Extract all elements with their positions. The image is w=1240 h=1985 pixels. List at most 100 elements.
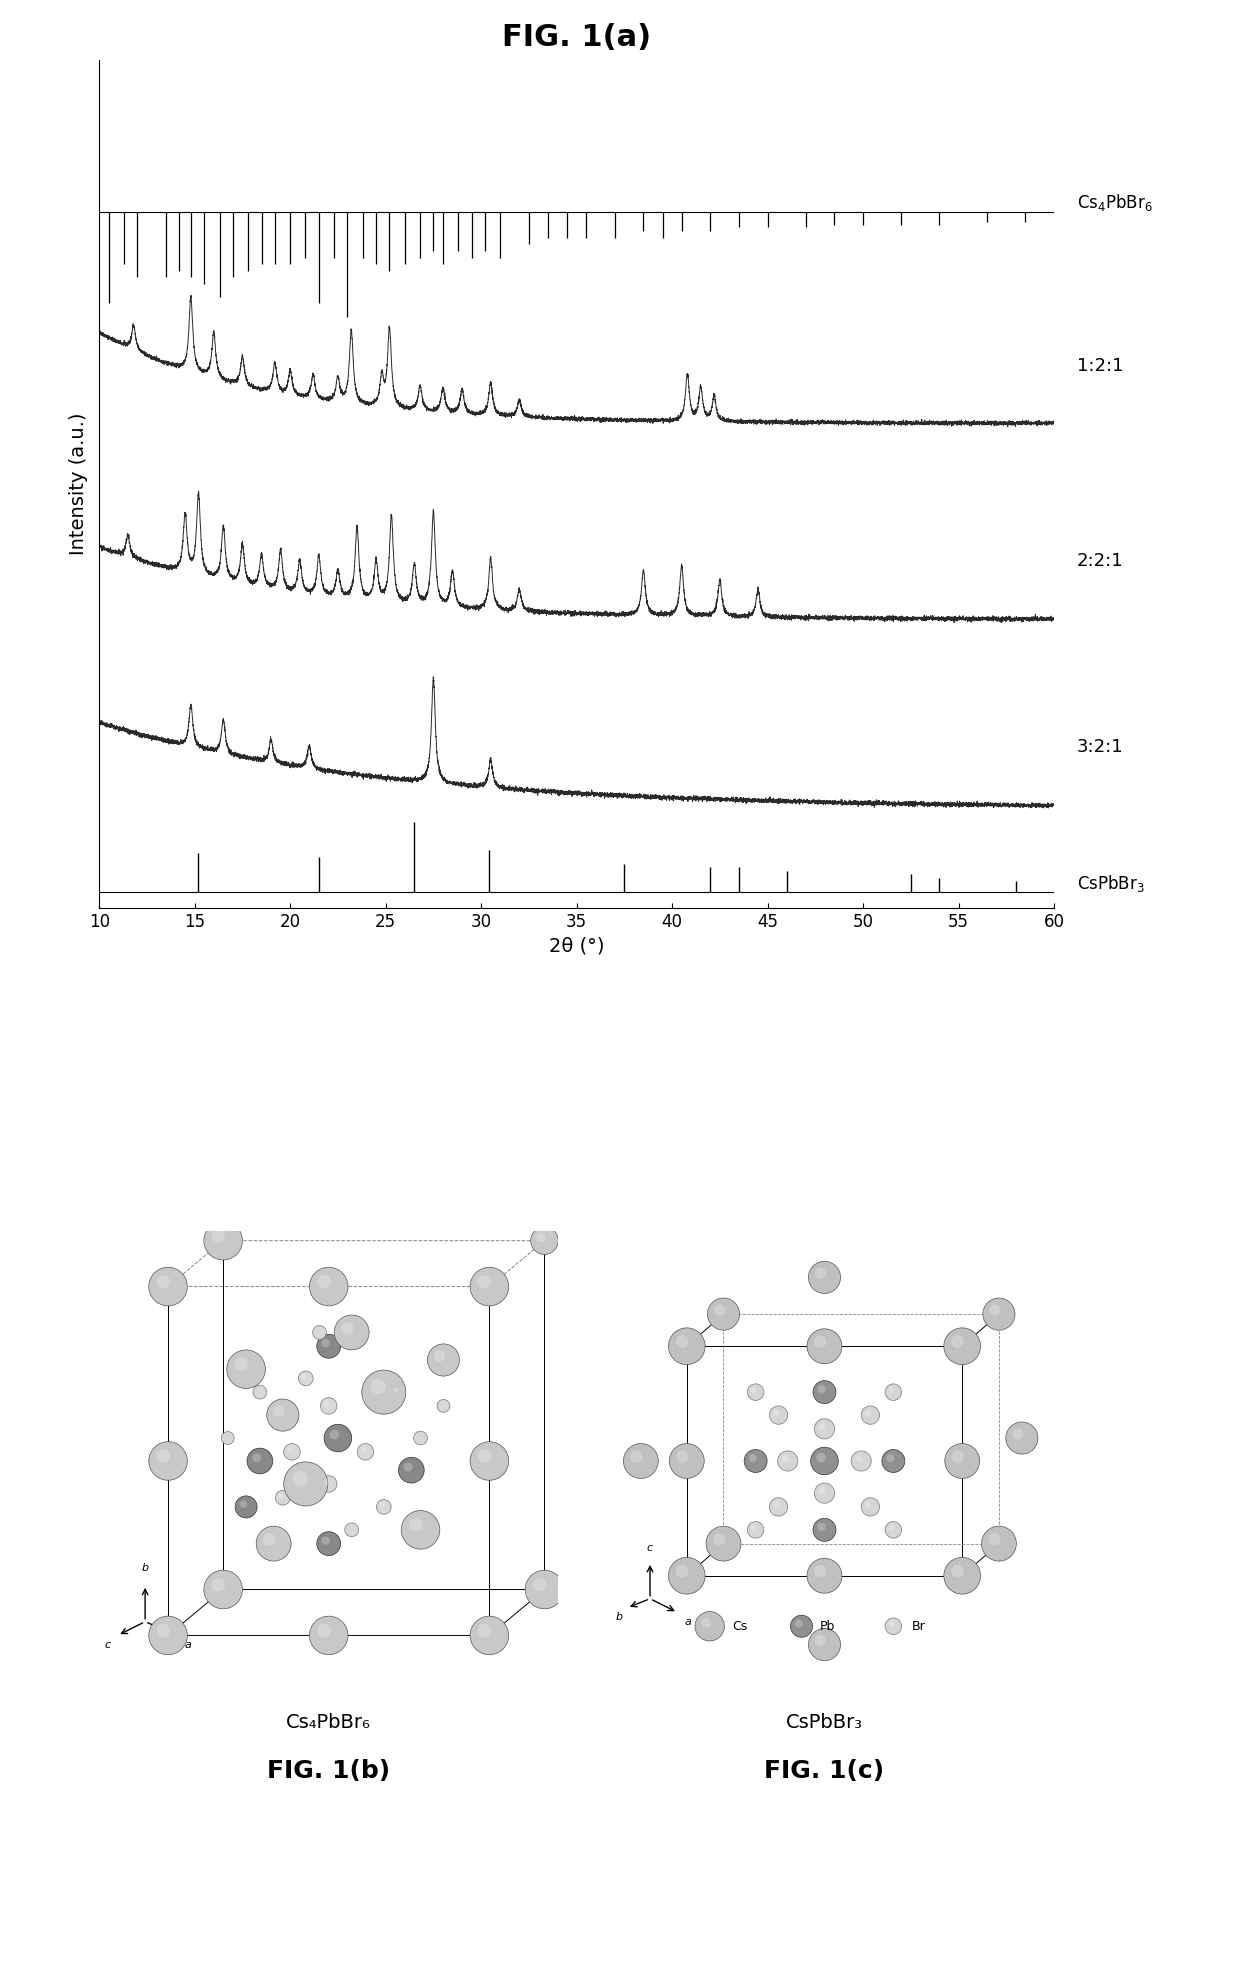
Text: b: b [615, 1612, 622, 1622]
Text: Cs$_4$PbBr$_6$: Cs$_4$PbBr$_6$ [1076, 193, 1153, 214]
Circle shape [253, 1386, 267, 1399]
Circle shape [944, 1328, 981, 1364]
Circle shape [284, 1443, 300, 1461]
Circle shape [404, 1463, 413, 1471]
Circle shape [247, 1449, 273, 1473]
Circle shape [708, 1298, 739, 1330]
Circle shape [310, 1266, 348, 1306]
Circle shape [624, 1443, 658, 1479]
Circle shape [888, 1524, 894, 1530]
Y-axis label: Intensity (a.u.): Intensity (a.u.) [69, 413, 88, 556]
Circle shape [312, 1326, 326, 1340]
Circle shape [750, 1524, 756, 1530]
Circle shape [813, 1519, 836, 1540]
Circle shape [371, 1380, 386, 1393]
Circle shape [252, 1453, 262, 1463]
Circle shape [864, 1501, 872, 1509]
Circle shape [436, 1399, 450, 1413]
Circle shape [284, 1461, 327, 1507]
Circle shape [676, 1336, 688, 1348]
Circle shape [808, 1628, 841, 1661]
Circle shape [951, 1336, 963, 1348]
Circle shape [409, 1519, 423, 1532]
Circle shape [320, 1475, 337, 1493]
Circle shape [316, 1532, 341, 1556]
Circle shape [330, 1429, 340, 1439]
Circle shape [815, 1636, 826, 1646]
Circle shape [815, 1419, 835, 1439]
Text: 1:2:1: 1:2:1 [1076, 357, 1123, 375]
Circle shape [321, 1340, 330, 1348]
Text: a: a [184, 1640, 191, 1650]
Circle shape [531, 1227, 558, 1255]
Circle shape [533, 1578, 547, 1592]
Circle shape [952, 1451, 963, 1463]
Circle shape [470, 1616, 508, 1655]
Circle shape [668, 1558, 706, 1594]
Text: Cs: Cs [733, 1620, 748, 1634]
Circle shape [227, 1350, 265, 1388]
Text: Br: Br [911, 1620, 925, 1634]
Circle shape [773, 1501, 780, 1509]
Circle shape [813, 1566, 826, 1578]
Circle shape [156, 1274, 170, 1288]
Circle shape [862, 1405, 879, 1425]
Circle shape [477, 1274, 491, 1288]
Circle shape [361, 1447, 366, 1453]
Circle shape [310, 1616, 348, 1655]
Circle shape [807, 1558, 842, 1594]
Circle shape [818, 1423, 826, 1429]
Circle shape [391, 1386, 405, 1399]
Circle shape [696, 1612, 724, 1642]
Circle shape [257, 1526, 291, 1560]
Circle shape [536, 1233, 546, 1243]
Circle shape [324, 1479, 330, 1485]
Text: 2:2:1: 2:2:1 [1076, 552, 1123, 570]
Circle shape [818, 1487, 826, 1495]
Circle shape [362, 1370, 405, 1413]
Circle shape [885, 1384, 901, 1399]
Circle shape [286, 1447, 293, 1453]
Circle shape [781, 1455, 789, 1463]
Circle shape [988, 1532, 1001, 1546]
Circle shape [321, 1536, 330, 1544]
Circle shape [275, 1491, 290, 1505]
Circle shape [815, 1268, 826, 1278]
Circle shape [944, 1558, 981, 1594]
Text: FIG. 1(c): FIG. 1(c) [764, 1759, 884, 1783]
Text: 3:2:1: 3:2:1 [1076, 738, 1123, 756]
Circle shape [279, 1493, 284, 1499]
Circle shape [951, 1564, 963, 1578]
Circle shape [428, 1344, 460, 1376]
Circle shape [393, 1388, 398, 1393]
Circle shape [317, 1624, 331, 1638]
Circle shape [221, 1431, 234, 1445]
Circle shape [470, 1441, 508, 1481]
Circle shape [324, 1401, 330, 1407]
Circle shape [864, 1409, 872, 1415]
Circle shape [477, 1449, 491, 1463]
Circle shape [676, 1564, 688, 1578]
Circle shape [769, 1499, 787, 1517]
Circle shape [750, 1388, 756, 1393]
Circle shape [414, 1431, 428, 1445]
Circle shape [212, 1578, 226, 1592]
Circle shape [203, 1221, 243, 1260]
Circle shape [714, 1304, 725, 1316]
Circle shape [477, 1624, 491, 1638]
Circle shape [862, 1499, 879, 1517]
Circle shape [156, 1449, 170, 1463]
Circle shape [320, 1397, 337, 1413]
Circle shape [203, 1570, 243, 1608]
Circle shape [748, 1522, 764, 1538]
Circle shape [811, 1447, 838, 1475]
Circle shape [808, 1260, 841, 1294]
Text: CsPbBr₃: CsPbBr₃ [786, 1713, 863, 1733]
Circle shape [676, 1451, 688, 1463]
Circle shape [817, 1386, 826, 1393]
Circle shape [888, 1388, 894, 1393]
Circle shape [856, 1455, 862, 1463]
Circle shape [813, 1382, 836, 1403]
Circle shape [379, 1503, 384, 1509]
Circle shape [885, 1618, 901, 1634]
